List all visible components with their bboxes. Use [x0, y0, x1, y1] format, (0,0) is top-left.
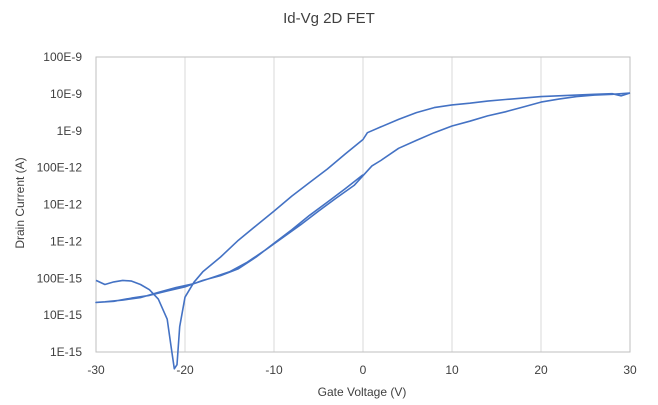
y-tick-label: 100E-15 [37, 271, 83, 285]
series-layer [95, 92, 631, 370]
x-tick-label: -20 [176, 363, 194, 377]
y-tick-label: 1E-12 [50, 234, 82, 248]
x-tick-labels: -30 -20 -10 0 10 20 30 [87, 363, 637, 377]
y-tick-label: 1E-15 [50, 345, 82, 359]
y-tick-label: 1E-9 [57, 124, 83, 138]
x-tick-label: 20 [534, 363, 548, 377]
x-tick-label: 0 [360, 363, 367, 377]
grid-lines [184, 57, 542, 352]
y-tick-label: 100E-12 [37, 161, 83, 175]
x-tick-label: 30 [623, 363, 637, 377]
y-axis-title: Drain Current (A) [13, 157, 27, 248]
y-tick-label: 10E-12 [43, 198, 82, 212]
y-tick-label: 10E-15 [43, 308, 82, 322]
y-tick-label: 100E-9 [43, 50, 82, 64]
series-line-2 [95, 92, 631, 304]
series-line-1 [95, 92, 631, 370]
chart-title: Id-Vg 2D FET [283, 10, 375, 27]
x-axis-title: Gate Voltage (V) [318, 385, 407, 399]
x-tick-label: -30 [87, 363, 105, 377]
plot-border [95, 56, 631, 353]
x-tick-label: -10 [265, 363, 283, 377]
x-tick-label: 10 [445, 363, 459, 377]
y-tick-label: 10E-9 [50, 87, 82, 101]
y-tick-labels: 1E-15 10E-15 100E-15 1E-12 10E-12 100E-12 1E-9… [37, 50, 83, 359]
plot-area-border [95, 56, 631, 353]
